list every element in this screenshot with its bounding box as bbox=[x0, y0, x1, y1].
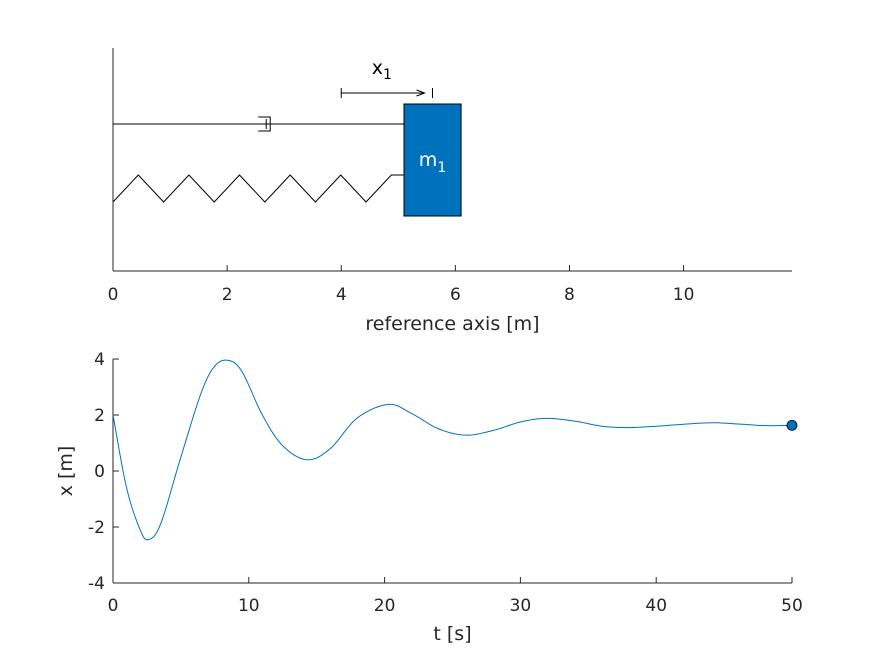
response-y-tick-label: -2 bbox=[88, 518, 105, 538]
displacement-label-subscript: 1 bbox=[383, 67, 392, 83]
diagram-x-axis-label: reference axis [m] bbox=[365, 313, 539, 335]
diagram-axes: 0 2 4 6 8 10 reference axis [m] m1 x1 bbox=[108, 48, 792, 335]
damper bbox=[113, 116, 404, 132]
response-axes: 0 10 20 30 40 50 -4 -2 0 2 4 t [s] x [m] bbox=[55, 350, 803, 645]
response-x-tick-label: 20 bbox=[374, 596, 396, 616]
response-x-ticks: 0 10 20 30 40 50 bbox=[108, 577, 803, 616]
mass-label-subscript: 1 bbox=[437, 160, 446, 176]
response-y-tick-label: -4 bbox=[88, 574, 105, 594]
diagram-x-tick-label: 6 bbox=[450, 285, 461, 305]
response-x-tick-label: 0 bbox=[108, 596, 119, 616]
diagram-x-tick-label: 0 bbox=[108, 285, 119, 305]
displacement-label-main: x bbox=[372, 57, 383, 79]
response-y-axis-label: x [m] bbox=[55, 446, 77, 497]
response-end-marker bbox=[786, 419, 798, 431]
response-series-line bbox=[112, 359, 793, 541]
diagram-x-tick-label: 8 bbox=[564, 285, 575, 305]
diagram-x-tick-label: 2 bbox=[222, 285, 233, 305]
displacement-arrow bbox=[340, 88, 434, 98]
mass-block bbox=[403, 103, 462, 217]
damper-cylinder bbox=[258, 116, 271, 132]
diagram-x-tick-label: 4 bbox=[336, 285, 347, 305]
spring bbox=[112, 174, 404, 203]
response-y-tick-label: 4 bbox=[94, 350, 105, 370]
response-y-tick-label: 2 bbox=[94, 406, 105, 426]
displacement-arrowhead bbox=[416, 89, 426, 97]
displacement-label: x1 bbox=[372, 57, 392, 83]
response-y-tick-label: 0 bbox=[94, 462, 105, 482]
response-x-tick-label: 40 bbox=[645, 596, 667, 616]
response-x-axis-label: t [s] bbox=[433, 623, 471, 645]
response-x-tick-label: 30 bbox=[510, 596, 532, 616]
response-x-tick-label: 50 bbox=[781, 596, 803, 616]
diagram-x-ticks: 0 2 4 6 8 10 bbox=[108, 265, 695, 305]
response-x-tick-label: 10 bbox=[238, 596, 260, 616]
response-y-ticks: -4 -2 0 2 4 bbox=[88, 350, 119, 594]
mass-label: m1 bbox=[419, 149, 446, 176]
mass-label-main: m bbox=[419, 149, 438, 171]
diagram-x-tick-label: 10 bbox=[673, 285, 695, 305]
